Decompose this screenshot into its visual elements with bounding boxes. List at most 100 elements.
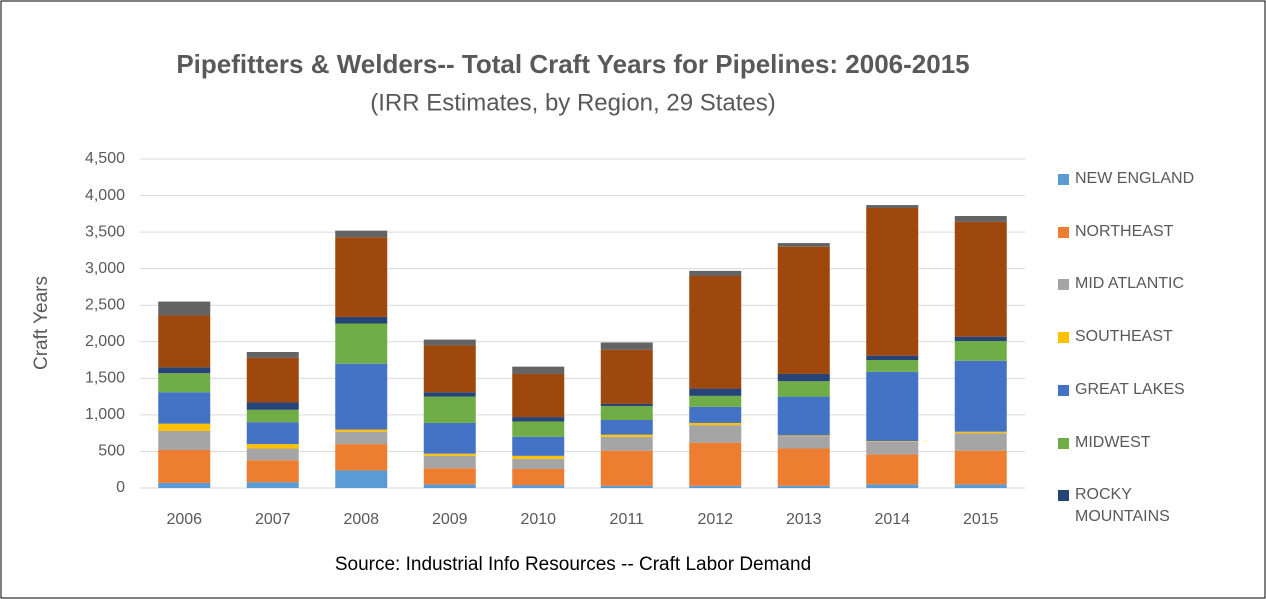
- bar-segment: [777, 436, 830, 449]
- legend-label: GREAT LAKES: [1075, 380, 1185, 398]
- chart-title: Pipefitters & Welders-- Total Craft Year…: [176, 49, 969, 79]
- legend-swatch: [1058, 437, 1069, 449]
- legend-swatch: [1058, 279, 1069, 291]
- bar-segment: [423, 339, 476, 346]
- bar-segment: [512, 373, 565, 418]
- y-tick-label: 0: [116, 479, 125, 496]
- bar-segment: [954, 336, 1007, 342]
- bar-segment: [689, 442, 742, 486]
- y-tick-label: 4,000: [85, 187, 125, 204]
- bar-segment: [689, 395, 742, 407]
- bar-segment: [512, 455, 565, 459]
- bar-segment: [423, 396, 476, 423]
- legend-label: ROCKY MOUNTAINS: [1075, 486, 1170, 526]
- bar-segment: [512, 436, 565, 456]
- bar-segment: [246, 448, 299, 461]
- bar-segment: [246, 357, 299, 403]
- legend-item: NORTHEAST: [1058, 223, 1173, 243]
- x-tick-label: 2008: [343, 511, 379, 528]
- bar-segment: [777, 485, 830, 488]
- legend-label: SOUTHEAST: [1075, 328, 1173, 346]
- bar-segment: [777, 448, 830, 486]
- bar-segment: [954, 484, 1007, 488]
- bar-segment: [954, 216, 1007, 222]
- legend-swatch: [1058, 384, 1069, 396]
- bar-segment: [600, 436, 653, 451]
- bar-segment: [423, 453, 476, 456]
- bar-segment: [689, 422, 742, 426]
- bar-segment: [689, 406, 742, 423]
- bar-segment: [954, 450, 1007, 485]
- bar-segment: [158, 373, 211, 393]
- legend-item: MID ATLANTIC: [1058, 275, 1184, 295]
- y-axis-label: Craft Years: [31, 276, 52, 370]
- x-tick-label: 2006: [166, 511, 202, 528]
- bar-segment: [158, 301, 211, 316]
- bar-segment: [158, 367, 211, 374]
- bar-segment: [246, 352, 299, 358]
- bar-segment: [158, 392, 211, 424]
- bar-segment: [158, 423, 211, 431]
- y-tick-label: 1,000: [85, 406, 125, 423]
- y-tick-label: 2,500: [85, 296, 125, 313]
- bar-segment: [866, 360, 919, 372]
- bar-segment: [335, 363, 388, 430]
- bar-segment: [335, 316, 388, 324]
- y-tick-label: 3,000: [85, 260, 125, 277]
- bar-segment: [866, 441, 919, 442]
- bar-segment: [777, 381, 830, 397]
- bar-segment: [512, 366, 565, 374]
- bar-segment: [423, 392, 476, 397]
- legend-swatch: [1058, 174, 1069, 185]
- legend-item: GREAT LAKES: [1058, 381, 1185, 401]
- y-tick-label: 3,500: [85, 223, 125, 240]
- bar-segment: [600, 406, 653, 421]
- bar-segment: [158, 449, 211, 483]
- bar-segment: [335, 237, 388, 317]
- bar-segment: [335, 323, 388, 364]
- legend-swatch: [1058, 490, 1069, 502]
- source: Source: Industrial Info Resources -- Cra…: [335, 554, 811, 575]
- y-tick-label: 1,500: [85, 370, 125, 387]
- bar-segment: [246, 409, 299, 423]
- bar-segment: [423, 484, 476, 488]
- bar-segment: [600, 349, 653, 404]
- bar-segment: [777, 396, 830, 436]
- bar-segment: [954, 221, 1007, 337]
- y-tick-label: 2,000: [85, 333, 125, 350]
- bar-segment: [866, 207, 919, 356]
- bar-segment: [600, 485, 653, 488]
- bar-segment: [423, 345, 476, 393]
- bar-segment: [600, 342, 653, 350]
- bar-segment: [866, 454, 919, 485]
- legend-swatch: [1058, 332, 1069, 344]
- bar-segment: [954, 431, 1007, 434]
- bar-segment: [423, 468, 476, 485]
- legend-label: NEW ENGLAND: [1075, 170, 1195, 187]
- bar-segment: [512, 421, 565, 437]
- legend-label: MID ATLANTIC: [1075, 275, 1185, 293]
- bar-segment: [866, 355, 919, 361]
- bar-segment: [512, 417, 565, 422]
- bar-segment: [954, 360, 1007, 432]
- x-tick-label: 2011: [610, 511, 645, 528]
- bar-segment: [246, 422, 299, 445]
- bar-segment: [600, 450, 653, 486]
- bar-segment: [954, 341, 1007, 361]
- bar-segment: [512, 468, 565, 486]
- bar-segment: [600, 434, 653, 437]
- bar-segment: [158, 315, 211, 368]
- bar-segment: [600, 403, 653, 407]
- bar-segment: [777, 435, 830, 437]
- chart-subtitle: (IRR Estimates, by Region, 29 States): [370, 89, 776, 116]
- x-tick-label: 2013: [786, 511, 822, 528]
- bar-segment: [246, 482, 299, 488]
- y-tick-label: 4,500: [85, 150, 125, 167]
- bar-segment: [158, 482, 211, 488]
- bar-segment: [689, 425, 742, 443]
- bar-segment: [777, 243, 830, 247]
- bar-segment: [777, 246, 830, 374]
- x-tick-label: 2012: [697, 511, 733, 528]
